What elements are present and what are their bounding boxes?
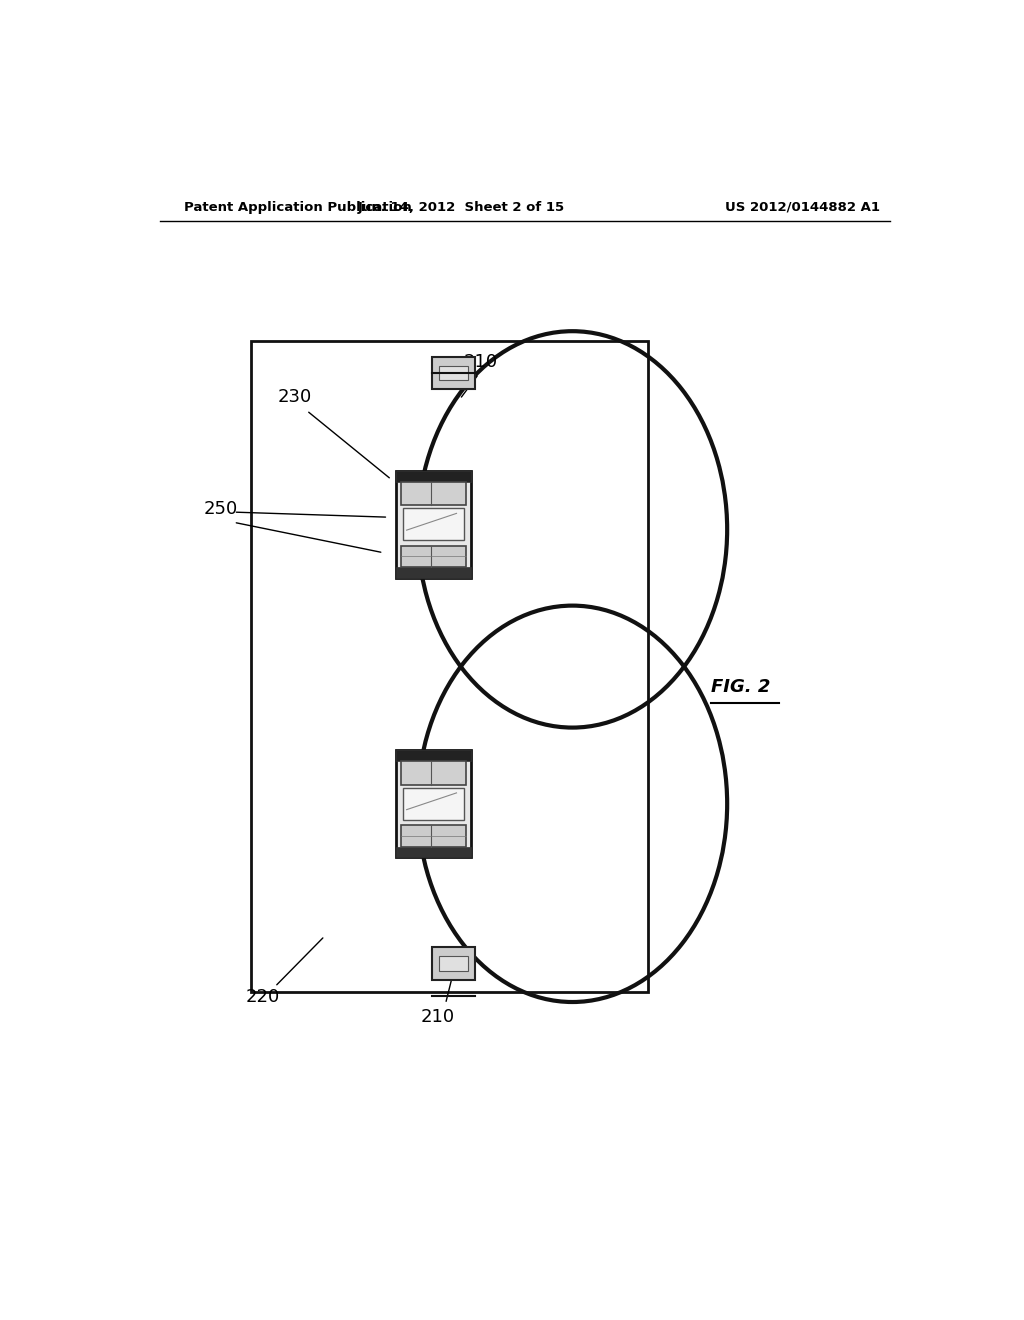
Text: Patent Application Publication: Patent Application Publication bbox=[183, 201, 412, 214]
Bar bbox=[396, 471, 471, 482]
Bar bbox=[401, 762, 466, 784]
Text: 220: 220 bbox=[246, 987, 280, 1006]
Text: 210: 210 bbox=[464, 352, 499, 371]
Text: 230: 230 bbox=[278, 388, 311, 407]
Text: Jun. 14, 2012  Sheet 2 of 15: Jun. 14, 2012 Sheet 2 of 15 bbox=[357, 201, 565, 214]
Bar bbox=[431, 356, 475, 389]
Bar bbox=[396, 846, 471, 857]
Bar bbox=[402, 788, 465, 820]
Bar bbox=[401, 825, 466, 846]
Bar bbox=[439, 956, 468, 970]
Bar bbox=[402, 508, 465, 540]
Bar bbox=[431, 948, 475, 979]
Bar bbox=[439, 366, 468, 380]
Bar bbox=[396, 471, 471, 578]
Text: 250: 250 bbox=[204, 500, 238, 517]
Text: FIG. 2: FIG. 2 bbox=[712, 678, 771, 696]
Bar bbox=[401, 545, 466, 568]
Text: US 2012/0144882 A1: US 2012/0144882 A1 bbox=[725, 201, 880, 214]
Bar bbox=[251, 342, 648, 991]
Bar bbox=[396, 751, 471, 857]
Bar bbox=[401, 482, 466, 506]
Bar bbox=[396, 568, 471, 578]
Bar bbox=[396, 751, 471, 762]
Text: 210: 210 bbox=[421, 1008, 455, 1026]
